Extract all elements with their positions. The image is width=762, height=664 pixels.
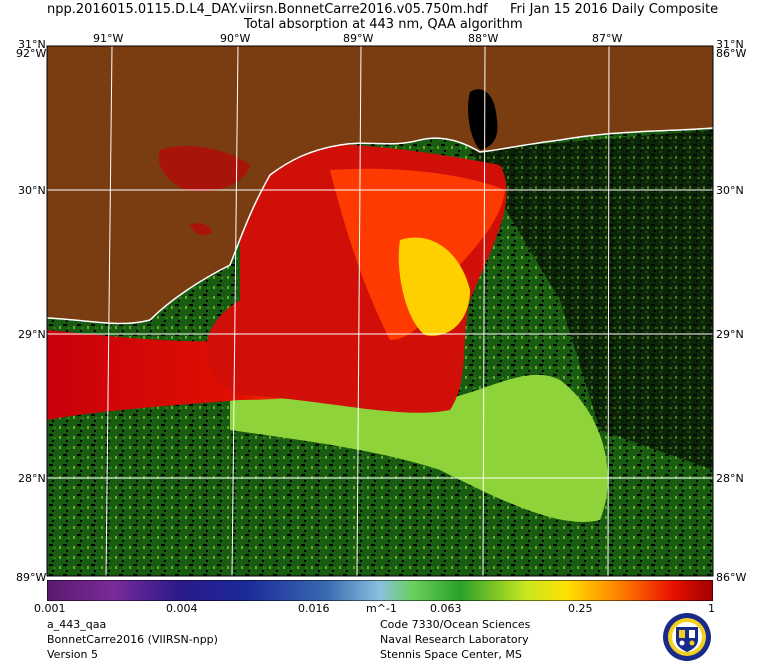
colorbar-tick-0001: 0.001: [34, 602, 66, 615]
footer-version: Version 5: [47, 648, 98, 661]
colorbar-tick-0063: 0.063: [430, 602, 462, 615]
meridian-90w: [231, 45, 239, 577]
lon-label-89w: 89°W: [343, 32, 374, 45]
inland-lake: [158, 145, 250, 192]
footer-right: Code 7330/Ocean Sciences Naval Research …: [380, 617, 530, 662]
coastline: [46, 127, 714, 325]
satellite-map: [46, 45, 714, 577]
lon-label-88w: 88°W: [468, 32, 499, 45]
product-title: Total absorption at 443 nm, QAA algorith…: [244, 17, 523, 32]
lat-label-30n-left: 30°N: [18, 184, 46, 197]
colorbar-tick-0004: 0.004: [166, 602, 198, 615]
meridian-87w: [607, 45, 610, 577]
corner-label-bottom-right: 86°W: [716, 571, 747, 584]
colorbar-tick-1: 1: [708, 602, 715, 615]
colorbar-tick-0016: 0.016: [298, 602, 330, 615]
meridian-88w: [482, 45, 486, 577]
map-frame: [46, 46, 714, 576]
corner-label-top-left: 31°N: [18, 38, 46, 51]
lon-label-91w: 91°W: [93, 32, 124, 45]
nrl-seal-icon: [663, 613, 711, 661]
corner-label-bottom-left: 89°W: [16, 571, 47, 584]
corner-label-top-right-lon: 86°W: [716, 47, 747, 60]
footer-region: BonnetCarre2016 (VIIRSN-npp): [47, 633, 218, 646]
footer-lab: Naval Research Laboratory: [380, 633, 529, 646]
date-title: Fri Jan 15 2016 Daily Composite: [510, 2, 719, 17]
lat-label-30n-right: 30°N: [716, 184, 744, 197]
lon-label-87w: 87°W: [592, 32, 623, 45]
map-border: [46, 45, 714, 577]
lon-label-90w: 90°W: [220, 32, 251, 45]
footer-left: a_443_qaa BonnetCarre2016 (VIIRSN-npp) V…: [47, 617, 218, 662]
footer-product-code: a_443_qaa: [47, 618, 107, 631]
lat-label-29n-left: 29°N: [18, 328, 46, 341]
lat-label-28n-right: 28°N: [716, 472, 744, 485]
meridian-89w: [356, 45, 362, 577]
filename-title: npp.2016015.0115.D.L4_DAY.viirsn.BonnetC…: [47, 2, 488, 17]
graticule: [47, 45, 713, 577]
meridian-91w: [105, 45, 113, 577]
inland-lake-small: [190, 222, 212, 236]
corner-label-top-right: 31°N: [716, 38, 744, 51]
lat-label-28n-left: 28°N: [18, 472, 46, 485]
mobile-bay: [468, 89, 498, 150]
lat-label-29n-right: 29°N: [716, 328, 744, 341]
colorbar-units: m^-1: [366, 602, 397, 615]
corner-label-top-left-lon: 92°W: [16, 47, 47, 60]
colorbar: [47, 580, 713, 601]
colorbar-tick-025: 0.25: [568, 602, 593, 615]
offshore-texture: [470, 130, 713, 470]
land-area: [47, 46, 713, 324]
footer-code: Code 7330/Ocean Sciences: [380, 618, 531, 631]
mid-shelf-green: [230, 374, 608, 522]
plume-yellow: [398, 237, 470, 336]
footer-location: Stennis Space Center, MS: [380, 648, 522, 661]
colorbar-gradient: [47, 580, 713, 601]
